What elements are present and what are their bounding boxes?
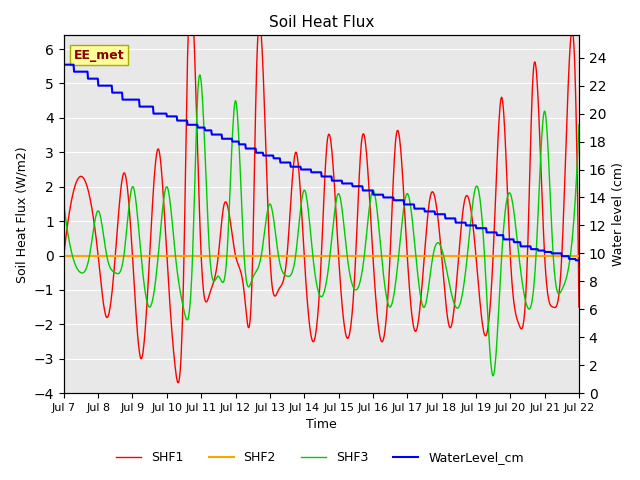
SHF3 (196, 72, 204, 78)
SHF2 (471, 252, 479, 258)
SHF3 (489, 373, 497, 379)
SHF3 (60, 201, 68, 207)
Text: EE_met: EE_met (74, 48, 125, 61)
WaterLevel_cm (461, 220, 469, 226)
WaterLevel_cm (413, 206, 421, 212)
SHF2 (575, 252, 583, 258)
SHF1 (269, 289, 277, 295)
SHF2 (287, 252, 294, 258)
SHF3 (414, 275, 422, 280)
Y-axis label: Water level (cm): Water level (cm) (612, 162, 625, 266)
SHF1 (472, 252, 479, 257)
Y-axis label: Soil Heat Flux (W/m2): Soil Heat Flux (W/m2) (15, 146, 28, 283)
SHF2 (113, 252, 120, 258)
Line: SHF1: SHF1 (64, 0, 579, 383)
WaterLevel_cm (113, 90, 120, 96)
SHF2 (60, 252, 68, 258)
SHF1 (415, 316, 422, 322)
X-axis label: Time: Time (306, 419, 337, 432)
SHF3 (575, 122, 583, 128)
Line: WaterLevel_cm: WaterLevel_cm (64, 65, 579, 260)
SHF3 (287, 272, 295, 277)
SHF1 (288, 185, 296, 191)
SHF1 (463, 193, 470, 199)
SHF3 (472, 185, 479, 191)
SHF2 (461, 252, 469, 258)
SHF2 (413, 252, 421, 258)
SHF2 (268, 252, 276, 258)
SHF1 (113, 239, 120, 244)
WaterLevel_cm (471, 223, 479, 228)
SHF3 (113, 270, 120, 276)
Line: SHF3: SHF3 (64, 75, 579, 376)
WaterLevel_cm (572, 257, 580, 263)
WaterLevel_cm (60, 62, 68, 68)
WaterLevel_cm (575, 257, 583, 263)
SHF1 (175, 380, 182, 385)
SHF3 (462, 265, 470, 271)
Title: Soil Heat Flux: Soil Heat Flux (269, 15, 374, 30)
WaterLevel_cm (287, 164, 294, 169)
Legend: SHF1, SHF2, SHF3, WaterLevel_cm: SHF1, SHF2, SHF3, WaterLevel_cm (111, 446, 529, 469)
WaterLevel_cm (268, 153, 276, 158)
SHF1 (575, 304, 583, 310)
SHF1 (60, 252, 68, 258)
SHF3 (269, 210, 276, 216)
